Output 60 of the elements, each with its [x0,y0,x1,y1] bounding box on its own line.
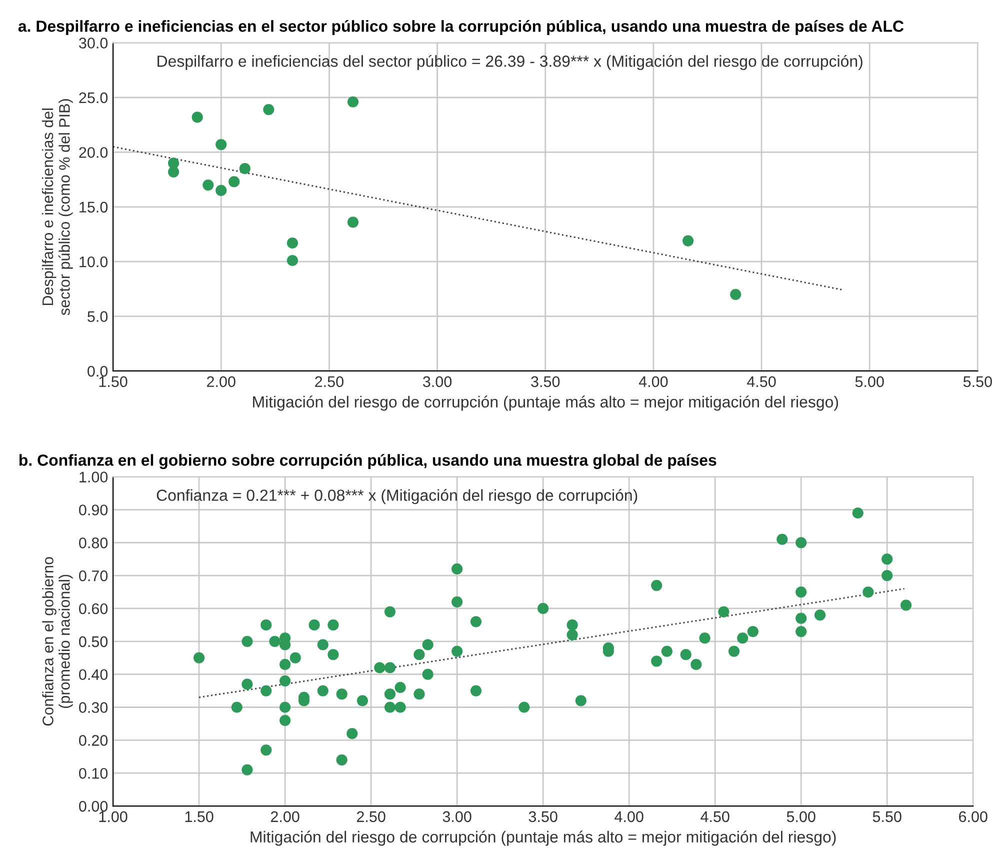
x-tick-label: 2.00 [270,811,300,822]
x-tick-label: 2.50 [356,811,386,822]
y-tick-label: 0.0 [88,366,108,377]
x-tick-label: 1.00 [99,811,128,822]
y-tick-label: 30.0 [79,38,108,48]
point [202,179,214,191]
y-axis-title: Despilfarro e ineficiencias del sector público (como % del PIB) [42,99,73,316]
x-tick-label: 4.00 [638,376,668,388]
x-tick-label: 6.00 [959,811,988,822]
point [347,216,359,228]
point [730,288,742,300]
point [239,163,250,174]
point [286,254,298,266]
chart-title: b. Confianza en el gobierno sobre corrupción pública, usando una muestra global de países [19,454,716,470]
y-axis-title: Confianza en el gobierno (promedio nacional) [42,557,73,726]
x-tick-label: 1.50 [99,376,128,388]
x-tick-label: 5.50 [872,811,902,822]
point [682,235,694,246]
x-tick-label: 5.50 [963,376,992,388]
y-tick-label: 0.70 [79,570,108,582]
chart-title: a. Despilfarro e ineficiencias en el sector público sobre la corrupción pública, usando una muestra de países de ALC [18,20,904,36]
x-tick-label: 3.50 [528,811,558,822]
x-tick-label: 3.00 [442,811,472,822]
annotation: Confianza = 0.21*** + 0.08*** x (Mitigación del riesgo de corrupción) [156,489,638,504]
x-tick-label: 1.50 [185,811,214,822]
y-tick-label: 0.60 [79,603,108,614]
annotation: Despilfarro e ineficiencias del sector público = 26.39 - 3.89*** x (Mitigación del riesgo de corrupción) [158,54,862,70]
point [263,104,274,116]
x-tick-label: 2.50 [315,376,344,388]
point [192,112,203,123]
point [286,237,298,249]
y-tick-label: 0.30 [79,702,108,713]
point [216,138,227,150]
y-tick-label: 0.10 [79,768,108,779]
y-tick-label: 0.00 [79,800,108,812]
point [168,166,180,178]
x-tick-label: 4.00 [614,811,644,822]
x-tick-label: 5.00 [855,376,884,388]
y-tick-label: 0.50 [79,636,108,648]
point [347,96,359,108]
x-axis-title: Mitigación del riesgo de corrupción (puntaje más alto = mejor mitigación del riesgo) [250,830,836,846]
x-axis-title: Mitigación del riesgo de corrupción (puntaje más alto = mejor mitigación del riesgo) [253,396,838,411]
y-tick-label: 5.0 [88,311,108,322]
x-tick-label: 3.00 [422,376,452,388]
x-tick-label: 4.50 [700,811,730,822]
point [216,184,227,196]
x-tick-label: 3.50 [531,376,560,388]
x-tick-label: 4.50 [747,376,776,388]
y-tick-label: 10.0 [80,256,108,268]
y-tick-label: 20.0 [79,147,108,158]
y-tick-label: 25.0 [79,92,108,104]
y-tick-label: 0.40 [79,669,108,680]
x-tick-label: 5.00 [786,811,816,822]
y-tick-label: 0.20 [79,735,108,746]
y-tick-label: 0.80 [79,538,108,548]
y-tick-label: 0.90 [79,504,108,516]
x-tick-label: 2.00 [207,376,236,388]
y-tick-label: 15.0 [80,202,108,213]
point [228,176,240,188]
y-tick-label: 1.00 [80,472,108,482]
